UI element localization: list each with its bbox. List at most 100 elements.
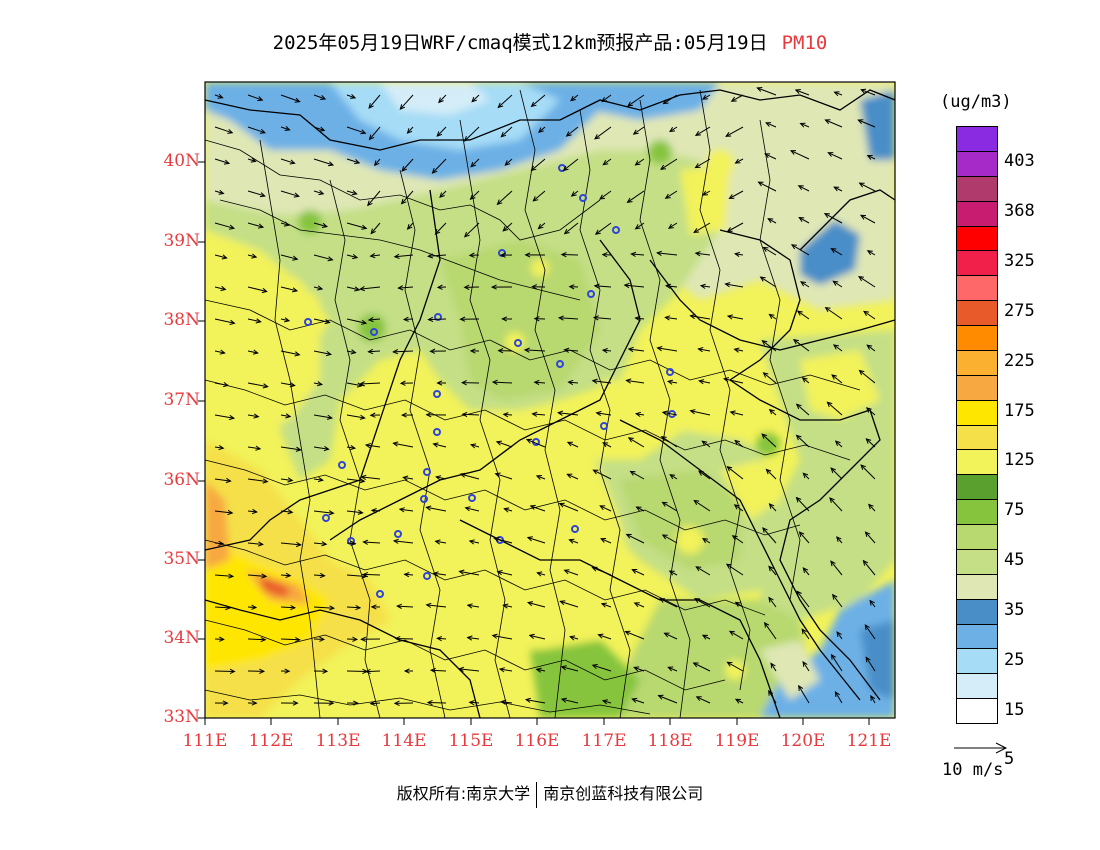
wind-arrow-head	[432, 571, 439, 577]
wind-arrow-head	[693, 499, 700, 506]
wind-arrow-head	[623, 282, 630, 289]
legend-swatch	[957, 374, 997, 400]
wind-arrow-head	[500, 131, 507, 138]
wind-arrow	[214, 94, 223, 99]
wind-arrow	[830, 560, 843, 576]
wind-arrow-head	[436, 284, 443, 290]
wind-arrow-head	[657, 694, 664, 700]
wind-arrow	[764, 622, 777, 640]
wind-arrow	[867, 155, 876, 160]
legend-tick-label: 125	[1004, 450, 1035, 471]
wind-arrow-head	[734, 698, 741, 704]
wind-arrow-head	[426, 699, 433, 706]
wind-arrow-head	[461, 380, 467, 386]
wind-arrow-head	[795, 403, 802, 410]
wind-arrow	[393, 442, 414, 448]
wind-arrow	[497, 571, 513, 576]
wind-arrow	[467, 604, 480, 608]
wind-arrow	[796, 497, 810, 512]
wind-arrow-head	[222, 382, 230, 388]
wind-arrow	[695, 126, 711, 136]
wind-arrow-head	[836, 536, 842, 542]
wind-arrow	[503, 604, 513, 608]
wind-arrow	[570, 636, 579, 640]
wind-arrow	[247, 574, 267, 577]
wind-arrow	[399, 94, 414, 110]
wind-arrow-head	[764, 621, 770, 628]
wind-arrow	[661, 436, 678, 448]
wind-arrow-head	[656, 346, 663, 352]
wind-arrow-head	[765, 468, 772, 475]
wind-arrow	[758, 181, 777, 192]
wind-arrow-head	[627, 346, 634, 353]
legend-swatch	[957, 524, 997, 549]
wind-arrow-head	[664, 193, 671, 199]
wind-arrow	[858, 276, 876, 288]
wind-arrow-head	[796, 590, 802, 597]
wind-arrow	[346, 190, 357, 195]
legend-swatch	[957, 449, 997, 475]
wind-arrow-head	[525, 438, 533, 444]
wind-arrow	[831, 248, 843, 256]
wind-arrow-head	[795, 496, 802, 503]
lon-label-118e: 118E	[647, 731, 693, 751]
wind-arrow-head	[633, 602, 640, 608]
wind-arrow-head	[633, 666, 640, 672]
wind-arrow	[524, 349, 546, 352]
wind-arrow-head	[361, 319, 368, 325]
wind-arrow-head	[327, 256, 334, 262]
wind-arrow	[374, 158, 381, 166]
wind-arrow	[831, 654, 843, 672]
wind-arrow-head	[869, 599, 875, 606]
wind-arrow	[367, 190, 381, 206]
wind-arrow	[370, 702, 381, 705]
wind-arrow	[401, 158, 414, 172]
wind-arrow	[280, 254, 298, 260]
wind-arrow	[280, 94, 300, 103]
wind-arrow-head	[292, 700, 299, 706]
wind-arrow	[313, 382, 322, 385]
wind-arrow	[827, 401, 843, 416]
wind-arrow-head	[798, 684, 804, 691]
wind-arrow-head	[801, 377, 808, 383]
wind-arrow	[635, 317, 645, 320]
wind-arrow-head	[768, 596, 774, 603]
wind-arrow-head	[326, 414, 334, 420]
wind-arrow-head	[459, 472, 466, 478]
wind-arrow-head	[319, 572, 326, 579]
wind-arrow-head	[328, 161, 335, 167]
wind-arrow-head	[369, 700, 376, 706]
wind-arrow-head	[464, 506, 471, 512]
wind-arrow	[859, 182, 876, 192]
wind-arrow	[569, 539, 579, 544]
wind-arrow-head	[352, 254, 359, 260]
wind-arrow-head	[403, 572, 410, 578]
wind-arrow	[833, 186, 843, 192]
wind-arrow-head	[425, 505, 432, 511]
wind-arrow-head	[359, 478, 366, 484]
wind-arrow	[393, 540, 414, 544]
wind-arrow	[280, 382, 295, 386]
wind-arrow-head	[702, 537, 708, 544]
wind-arrow	[802, 567, 810, 576]
wind-arrow	[865, 657, 876, 672]
wind-arrow	[732, 535, 744, 544]
wind-arrow-head	[762, 246, 769, 252]
legend-swatch	[957, 275, 997, 301]
wind-arrow	[802, 377, 810, 384]
wind-arrow-head	[800, 281, 807, 287]
wind-arrow	[592, 567, 612, 576]
wind-arrow-head	[661, 534, 668, 540]
wind-arrow-head	[591, 566, 598, 572]
wind-arrow-head	[463, 284, 470, 290]
wind-arrow	[766, 469, 777, 480]
wind-arrow-head	[228, 414, 236, 421]
wind-arrow-head	[493, 536, 500, 542]
wind-arrow-head	[591, 378, 598, 384]
wind-arrow	[798, 685, 810, 704]
lat-label-37n: 37N	[163, 390, 200, 410]
lon-label-114e: 114E	[381, 731, 427, 751]
wind-arrow-head	[756, 87, 763, 92]
wind-arrow	[561, 254, 579, 256]
legend-tick-label: 225	[1004, 350, 1035, 371]
